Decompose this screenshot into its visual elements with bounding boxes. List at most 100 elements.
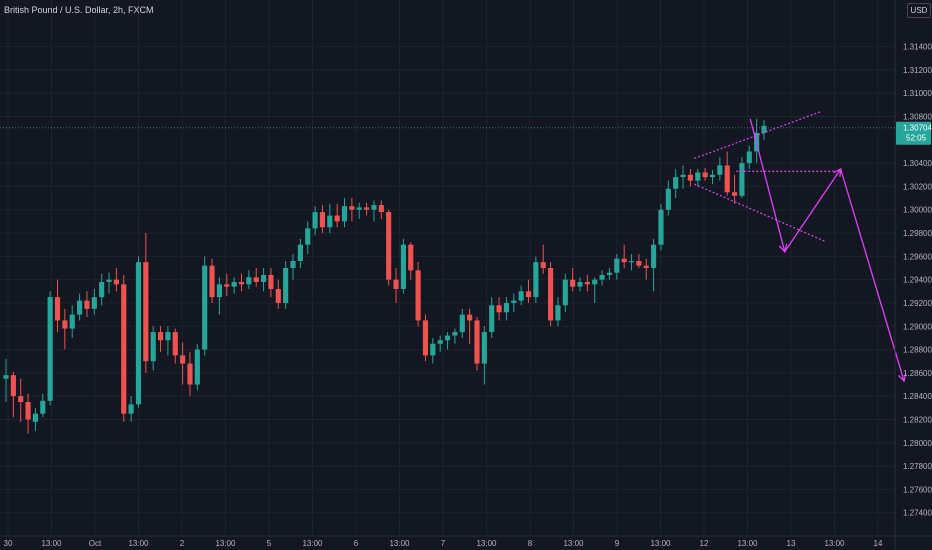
candle-body (341, 206, 348, 222)
candle-body (636, 261, 642, 266)
time-tick-label: 12 (700, 539, 709, 548)
time-tick-label: 9 (615, 539, 620, 548)
candle-body (496, 305, 502, 313)
candle-body (511, 300, 517, 303)
candle-body (761, 125, 767, 133)
candle-body (246, 277, 252, 285)
price-tick-label: 1.27400 (903, 509, 932, 518)
candle-body (69, 314, 75, 329)
price-tick-label: 1.29600 (903, 252, 932, 261)
candle-body (356, 207, 362, 210)
candle-body (709, 174, 716, 178)
time-tick-label: 5 (267, 539, 272, 548)
candle-body (386, 212, 392, 280)
candle-body (614, 258, 620, 273)
time-tick-label: Oct (89, 539, 102, 548)
candle-body (334, 215, 340, 222)
candle-body (165, 332, 171, 341)
candle-body (364, 207, 370, 210)
price-axis[interactable]: 1.31400 1.31200 1.31000 1.30800 1.30400 1.302… (894, 0, 932, 550)
candle-body (91, 297, 97, 309)
candle-body (665, 188, 671, 210)
candle-body (467, 314, 473, 321)
time-tick-label: 14 (874, 539, 883, 548)
trend-drawings[interactable] (694, 111, 907, 383)
time-tick-label: 13 (787, 539, 796, 548)
candle-body (459, 314, 465, 333)
time-tick-label: 13:00 (215, 539, 236, 548)
time-tick-label: 6 (354, 539, 359, 548)
candle-body (40, 400, 46, 414)
candle-body (695, 172, 701, 181)
candle-body (422, 320, 429, 356)
candle-body (503, 302, 510, 313)
currency-button[interactable]: USD (907, 3, 931, 18)
price-tick-label: 1.28800 (903, 346, 932, 355)
candle-body (216, 284, 222, 298)
candle-body (275, 288, 281, 303)
candle-body (555, 305, 561, 321)
time-tick-label: 13:00 (650, 539, 671, 548)
candle-body (231, 281, 237, 287)
candle-body (731, 192, 738, 196)
price-tick-label: 1.29200 (903, 299, 932, 308)
candle-body (415, 270, 421, 321)
candle-body (430, 343, 436, 356)
time-tick-label: 13:00 (302, 539, 323, 548)
candle-body (106, 279, 112, 282)
price-tick-label: 1.29400 (903, 276, 932, 285)
candle-body (157, 332, 164, 341)
candle-body (260, 274, 267, 282)
candle-body (305, 228, 311, 245)
time-tick-label: 13:00 (389, 539, 410, 548)
arrow-head (897, 373, 907, 383)
candle-body (84, 300, 90, 309)
candle-body (143, 262, 149, 362)
candle-body (283, 268, 289, 303)
candle-body (651, 244, 657, 268)
candle-body (297, 244, 303, 262)
candle-body (77, 300, 83, 315)
candle-body (180, 355, 186, 364)
price-tick-label: 1.27800 (903, 462, 932, 471)
candle-body (32, 413, 39, 422)
candle-body (540, 262, 546, 268)
candle-body (194, 349, 200, 385)
projection-path (749, 118, 905, 382)
candle-body (121, 284, 127, 414)
candle-body (47, 297, 53, 401)
price-tick-label: 1.28200 (903, 415, 932, 424)
candle-body (452, 332, 458, 336)
candle-body (371, 205, 377, 210)
candle-body (562, 279, 568, 306)
bar-countdown: 52:05 (906, 134, 927, 143)
current-price-value: 1.30704 (903, 124, 932, 133)
time-tick-label: 13:00 (128, 539, 149, 548)
candle-body (393, 279, 399, 289)
arrow-head (833, 167, 842, 177)
candle-body (128, 404, 134, 414)
candle-body (437, 340, 443, 344)
candle-body (548, 268, 554, 321)
time-tick-label: 30 (4, 539, 13, 548)
time-tick-label: 2 (180, 539, 185, 548)
time-tick-label: 13:00 (476, 539, 497, 548)
candle-body (209, 265, 215, 298)
candle-body (290, 261, 296, 268)
candle-body (238, 281, 245, 285)
candle-body (577, 281, 583, 287)
candle-body (378, 205, 384, 213)
price-tick-label: 1.29800 (903, 229, 932, 238)
candle-body (25, 402, 31, 420)
candle-body (253, 277, 259, 282)
symbol-title: British Pound / U.S. Dollar, 2h, FXCM (4, 5, 154, 15)
time-axis[interactable]: 30 13:00 Oct 13:00 2 13:00 5 13:00 6 13:00 7 13:00 8… (0, 535, 932, 548)
current-price-badge (896, 121, 931, 145)
candle-body (518, 291, 524, 301)
candle-body (474, 320, 480, 364)
candle-body (724, 165, 730, 193)
price-tick-label: 1.30800 (903, 113, 932, 122)
candle-body (327, 215, 333, 228)
